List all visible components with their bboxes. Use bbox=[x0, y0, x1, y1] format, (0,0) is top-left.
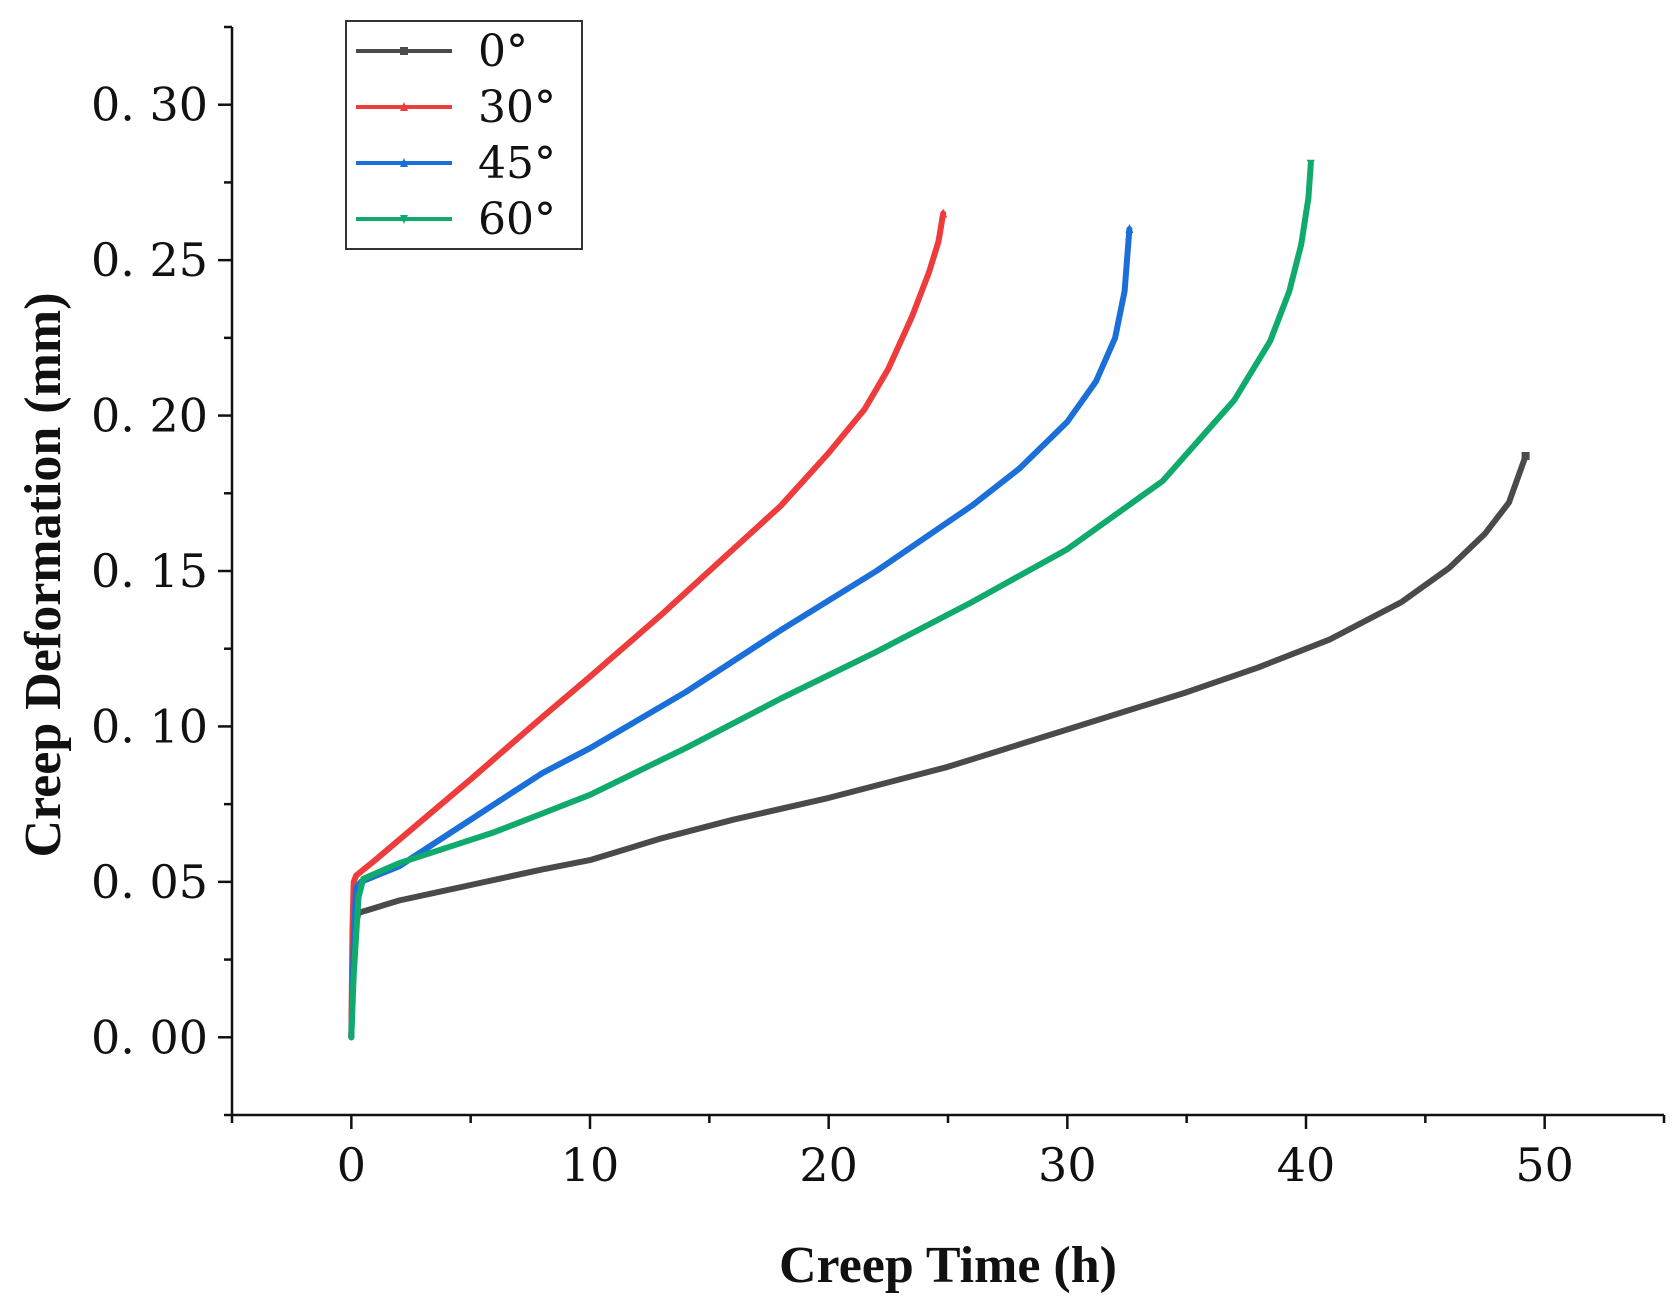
x-axis-title: Creep Time (h) bbox=[779, 1237, 1117, 1294]
y-tick-label: 0. 20 bbox=[91, 389, 208, 443]
legend: 0°30°45°60° bbox=[345, 20, 583, 250]
legend-label-0: 0° bbox=[478, 26, 528, 77]
y-ticks: 0. 00 0. 05 0. 10 0. 15 0. 20 0. 25 0. 30 bbox=[91, 25, 232, 1117]
y-axis-title: Creep Deformation (mm) bbox=[15, 292, 72, 857]
x-tick-label: 20 bbox=[799, 1138, 858, 1192]
series-end-marker-0 bbox=[1521, 451, 1530, 460]
x-tick-label: 40 bbox=[1277, 1138, 1336, 1192]
x-tick-label: 50 bbox=[1515, 1138, 1574, 1192]
series-end-marker-2 bbox=[1125, 224, 1134, 234]
legend-marker-1 bbox=[400, 102, 408, 111]
legend-marker-0 bbox=[400, 47, 408, 55]
y-tick-label: 0. 10 bbox=[91, 699, 208, 753]
series-line-2 bbox=[348, 226, 1133, 1041]
legend-label-2: 45° bbox=[478, 138, 556, 189]
legend-label-1: 30° bbox=[478, 82, 556, 133]
series-end-marker-3 bbox=[1306, 159, 1315, 169]
y-tick-label: 0. 25 bbox=[91, 233, 208, 287]
legend-marker-2 bbox=[400, 158, 408, 167]
y-tick-label: 0. 05 bbox=[91, 855, 208, 909]
series-end-marker-1 bbox=[939, 208, 948, 218]
y-tick-label: 0. 30 bbox=[91, 78, 208, 132]
x-tick-label: 10 bbox=[561, 1138, 620, 1192]
series-line-0 bbox=[348, 453, 1529, 1041]
series-group bbox=[348, 159, 1530, 1041]
legend-box bbox=[345, 20, 583, 250]
x-ticks: 0 10 20 30 40 50 bbox=[230, 1115, 1666, 1192]
y-tick-label: 0. 00 bbox=[91, 1010, 208, 1064]
y-tick-label: 0. 15 bbox=[91, 544, 208, 598]
series-line-3 bbox=[348, 160, 1314, 1041]
series-line-1 bbox=[348, 210, 947, 1041]
legend-marker-3 bbox=[400, 215, 408, 224]
x-tick-label: 30 bbox=[1038, 1138, 1097, 1192]
x-tick-label: 0 bbox=[337, 1138, 366, 1192]
legend-label-3: 60° bbox=[478, 194, 556, 245]
